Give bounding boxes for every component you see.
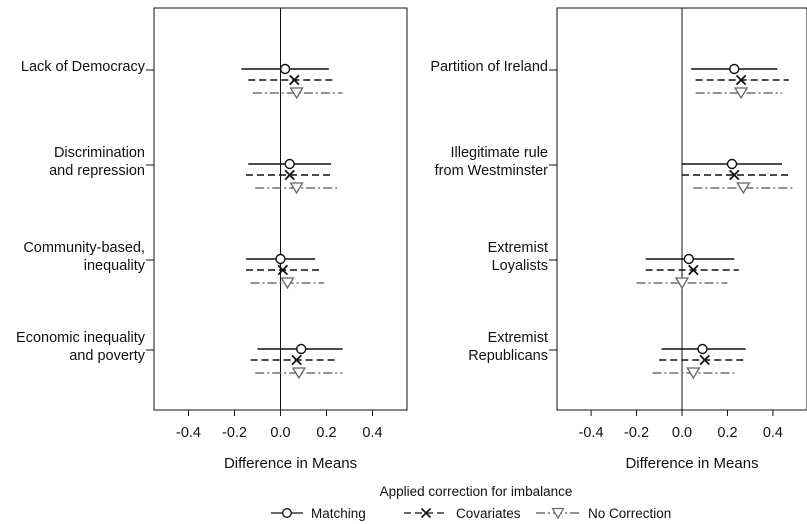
category-label: Lack of Democracy	[21, 59, 146, 75]
panel-right: -0.4 -0.2 0.0 0.2 0.4 Difference in Means Part…	[430, 7, 807, 472]
point-estimate-covariates	[699, 354, 710, 366]
category-label: and repression	[49, 163, 145, 179]
point-estimate-matching	[284, 158, 295, 170]
point-estimate-no-correction	[733, 87, 749, 100]
category-label: Loyalists	[492, 258, 548, 274]
x-tick-label: 0.2	[717, 425, 737, 441]
point-estimate-no-correction	[289, 87, 304, 100]
point-estimate-covariates	[729, 169, 740, 181]
category-label: and poverty	[69, 348, 146, 364]
x-tick-label: 0.4	[362, 425, 382, 441]
point-estimate-matching	[726, 158, 738, 170]
x-axis-label: Difference in Means	[625, 455, 758, 472]
category-label: inequality	[84, 258, 146, 274]
point-estimate-no-correction	[674, 277, 690, 290]
legend-nocorrection-label: No Correction	[588, 506, 671, 521]
point-estimate-matching	[683, 253, 695, 265]
x-tick-label: 0.2	[316, 425, 336, 441]
x-tick-label: -0.4	[579, 425, 604, 441]
legend-matching-marker	[282, 508, 292, 518]
legend-title: Applied correction for imbalance	[380, 484, 573, 499]
category-label: Extremist	[488, 240, 548, 256]
legend: Applied correction for imbalance Matchin…	[271, 484, 671, 521]
x-tick-label: -0.4	[176, 425, 201, 441]
point-estimate-matching	[729, 63, 740, 75]
category-label: from Westminster	[435, 163, 549, 179]
x-tick-label: -0.2	[222, 425, 247, 441]
category-label: Community-based,	[23, 240, 145, 256]
category-label: Economic inequality	[16, 330, 146, 346]
x-tick-label: 0.0	[672, 425, 692, 441]
category-label: Discrimination	[54, 145, 145, 161]
legend-item-no-correction: No Correction	[536, 506, 671, 521]
x-tick-label: 0.0	[270, 425, 290, 441]
category-label: Partition of Ireland	[430, 59, 548, 75]
point-estimate-covariates	[284, 169, 295, 181]
point-estimate-no-correction	[291, 367, 307, 380]
category-label: Extremist	[488, 330, 548, 346]
point-estimate-matching	[275, 253, 286, 265]
legend-covariates-label: Covariates	[456, 506, 521, 521]
point-estimate-covariates	[688, 264, 699, 276]
x-tick-label: 0.4	[763, 425, 783, 441]
legend-item-covariates: Covariates	[404, 506, 521, 521]
point-estimate-no-correction	[686, 367, 701, 380]
point-estimate-covariates	[291, 354, 302, 366]
panel-left: -0.4 -0.2 0.0 0.2 0.4 Difference in Means Lack…	[16, 7, 408, 472]
legend-nocorrection-marker	[551, 507, 565, 520]
point-estimate-no-correction	[736, 182, 751, 195]
point-estimate-no-correction	[280, 277, 295, 290]
point-estimate-no-correction	[289, 182, 304, 195]
point-estimate-covariates	[289, 74, 300, 86]
legend-matching-label: Matching	[311, 506, 366, 521]
category-label: Illegitimate rule	[450, 145, 548, 161]
point-estimate-matching	[697, 343, 708, 355]
point-estimate-covariates	[735, 74, 747, 86]
x-tick-label: -0.2	[624, 425, 649, 441]
point-estimate-covariates	[277, 264, 289, 276]
legend-item-matching: Matching	[271, 506, 366, 521]
category-label: Republicans	[468, 348, 548, 364]
x-axis-label: Difference in Means	[224, 455, 357, 472]
point-estimate-matching	[296, 343, 307, 355]
point-estimate-matching	[279, 63, 291, 75]
legend-covariates-marker	[420, 507, 432, 519]
